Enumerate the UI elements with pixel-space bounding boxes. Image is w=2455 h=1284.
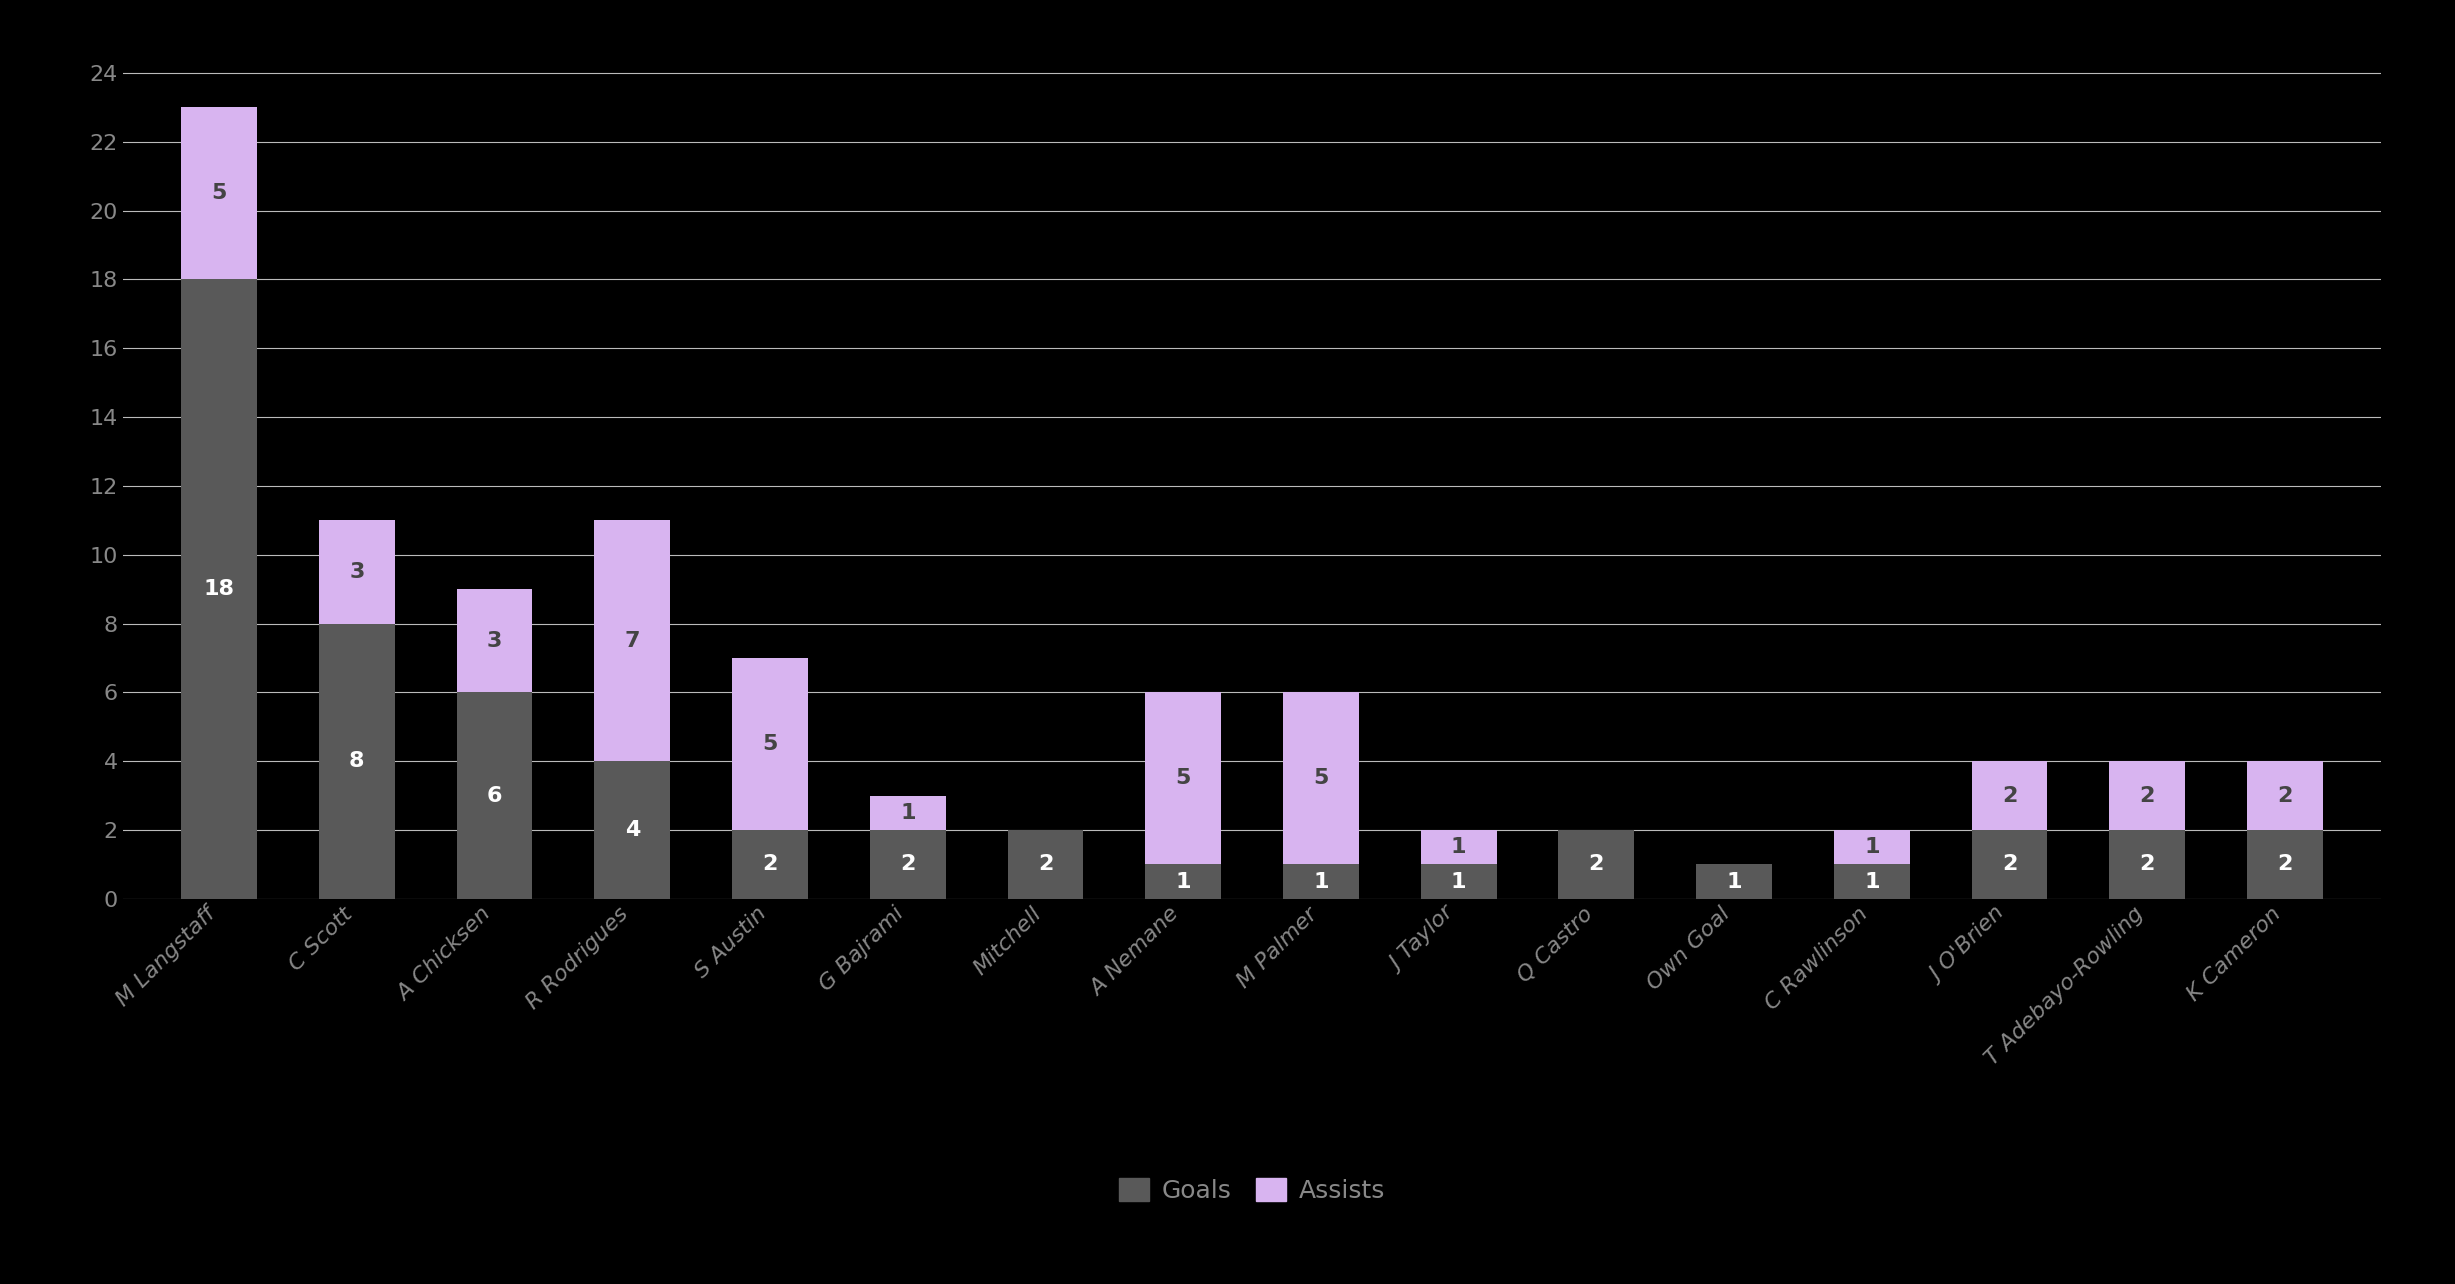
Text: 3: 3 [486,630,503,651]
Bar [457,589,533,692]
Bar [869,796,945,829]
Text: 2: 2 [2001,786,2018,805]
Text: 2: 2 [2001,854,2018,874]
Bar [1146,692,1220,864]
Bar [1971,761,2047,829]
Bar [319,624,395,899]
Text: 18: 18 [204,579,236,600]
Bar [2109,761,2185,829]
Text: 1: 1 [1451,872,1466,891]
Text: 1: 1 [1176,872,1191,891]
Bar [732,829,808,899]
Bar [182,108,258,280]
Text: 5: 5 [1313,768,1328,788]
Bar [182,280,258,899]
Bar [1971,829,2047,899]
Bar [1421,829,1498,864]
Bar [457,692,533,899]
Text: 5: 5 [211,184,226,203]
Text: 2: 2 [2278,854,2293,874]
Text: 5: 5 [1176,768,1191,788]
Text: 1: 1 [1451,837,1466,858]
Text: 2: 2 [2278,786,2293,805]
Bar [732,657,808,829]
Bar [2109,829,2185,899]
Bar [1284,692,1358,864]
Text: 3: 3 [349,562,363,582]
Bar [1007,829,1083,899]
Legend: Goals, Assists: Goals, Assists [1110,1168,1394,1213]
Bar [594,761,670,899]
Text: 1: 1 [1863,837,1881,858]
Text: 5: 5 [764,734,778,754]
Text: 1: 1 [1863,872,1881,891]
Text: 2: 2 [764,854,778,874]
Bar [1834,864,1910,899]
Bar [2246,829,2322,899]
Bar [1834,829,1910,864]
Text: 7: 7 [624,630,641,651]
Bar [1696,864,1773,899]
Text: 6: 6 [486,786,503,805]
Text: 1: 1 [1726,872,1741,891]
Bar [594,520,670,761]
Bar [1421,864,1498,899]
Text: 1: 1 [1313,872,1328,891]
Text: 2: 2 [901,854,916,874]
Bar [1284,864,1358,899]
Bar [1559,829,1635,899]
Text: 1: 1 [901,802,916,823]
Text: 4: 4 [624,820,641,840]
Bar [869,829,945,899]
Bar [2246,761,2322,829]
Text: 2: 2 [1038,854,1053,874]
Text: 2: 2 [2141,854,2155,874]
Bar [319,520,395,624]
Text: 2: 2 [1588,854,1603,874]
Bar [1146,864,1220,899]
Text: 8: 8 [349,751,366,772]
Text: 2: 2 [2141,786,2155,805]
